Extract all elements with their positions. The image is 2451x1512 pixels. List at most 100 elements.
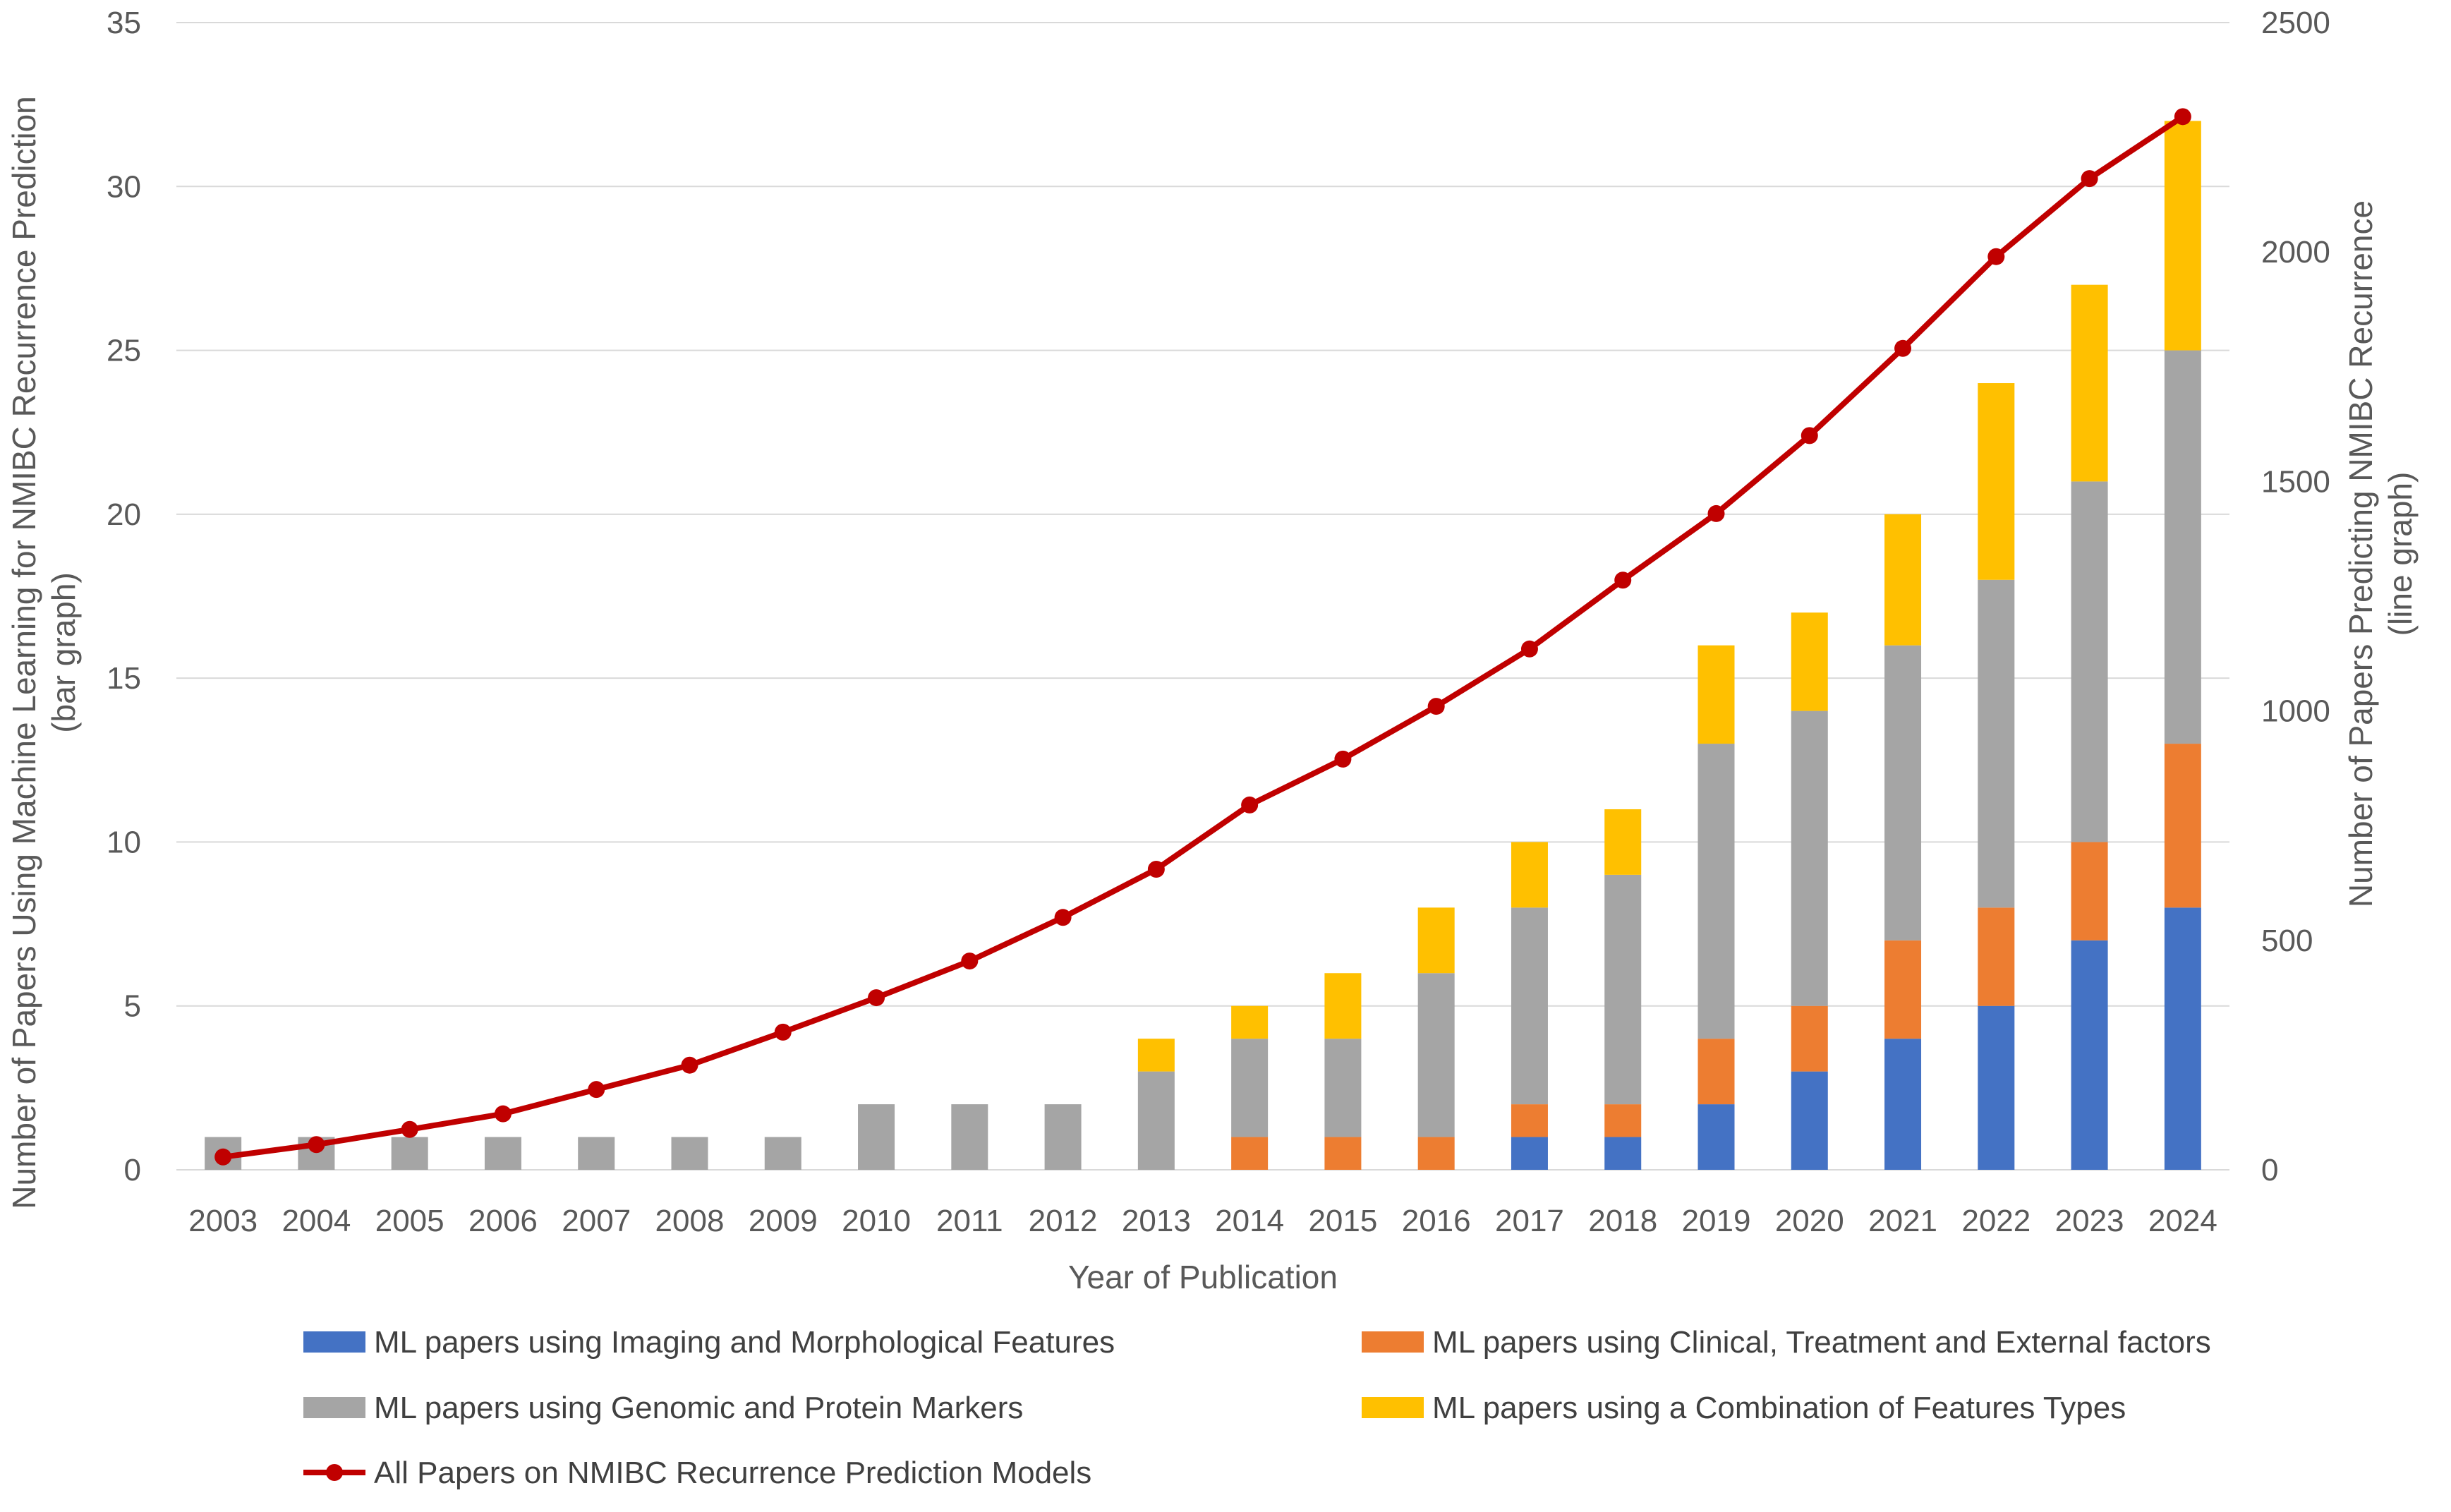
bar-segment [578, 1137, 615, 1170]
y-left-tick-label: 0 [124, 1153, 141, 1187]
bar-segment [1231, 1137, 1269, 1170]
line-point [868, 989, 885, 1007]
y-left-tick-label: 35 [107, 6, 141, 40]
legend-swatch [303, 1397, 365, 1418]
bar-segment [2164, 350, 2201, 744]
bar-segment [1324, 1039, 1362, 1137]
y-left-tick-label: 25 [107, 334, 141, 368]
line-point [2174, 108, 2191, 126]
y-left-tick-label: 30 [107, 169, 141, 204]
bar-segment [1978, 579, 2015, 908]
x-tick-label: 2021 [1868, 1204, 1937, 1238]
y-left-tick-label: 5 [124, 989, 141, 1024]
bar-segment [1791, 612, 1828, 711]
bar-segment [2164, 744, 2201, 908]
bar-segment [1511, 907, 1548, 1105]
bar-segment [2071, 940, 2108, 1170]
x-tick-label: 2008 [655, 1204, 725, 1238]
legend-swatch [1362, 1397, 1424, 1418]
bar-segment [1604, 1137, 1642, 1170]
legend-item: ML papers using a Combination of Feature… [1362, 1391, 2126, 1425]
y-right-tick-label: 1000 [2261, 694, 2330, 729]
bar-segment [1417, 1137, 1455, 1170]
bar-segment [1137, 1071, 1175, 1170]
x-tick-label: 2014 [1215, 1204, 1284, 1238]
x-tick-label: 2003 [188, 1204, 258, 1238]
line-point [214, 1148, 232, 1166]
legend: ML papers using Imaging and Morphologica… [303, 1325, 2211, 1490]
x-tick-label: 2015 [1308, 1204, 1377, 1238]
x-tick-label: 2019 [1682, 1204, 1751, 1238]
line-point [308, 1136, 325, 1154]
y-left-axis-title: Number of Papers Using Machine Learning … [6, 96, 82, 1209]
x-tick-label: 2017 [1495, 1204, 1564, 1238]
legend-item: ML papers using Genomic and Protein Mark… [303, 1391, 1023, 1425]
legend-item: All Papers on NMIBC Recurrence Predictio… [303, 1456, 1091, 1490]
line-point [774, 1023, 792, 1041]
series-line [222, 114, 2185, 1160]
bar-segment [1604, 1104, 1642, 1137]
line-point [494, 1105, 512, 1123]
x-tick-label: 2020 [1775, 1204, 1844, 1238]
x-tick-label: 2009 [749, 1204, 818, 1238]
y-left-axis-title-line: (bar graph) [45, 572, 82, 733]
x-tick-label: 2007 [562, 1204, 631, 1238]
axes: 0 5 10 15 20 25 30 35 0 500 1000 1500 2000 2500 2003 20… [6, 6, 2419, 1295]
line-point [1894, 339, 1912, 357]
bar-segment [1978, 1005, 2015, 1170]
bar-segment [2071, 481, 2108, 842]
x-axis-title: Year of Publication [1068, 1259, 1338, 1295]
bar-segment [1324, 973, 1362, 1039]
bar-segment [1324, 1137, 1362, 1170]
bar-segment [1791, 1071, 1828, 1170]
bar-segment [1417, 907, 1455, 974]
legend-label: ML papers using a Combination of Feature… [1432, 1391, 2126, 1425]
x-tick-label: 2011 [936, 1204, 1003, 1238]
line-point [1334, 750, 1352, 768]
x-tick-label: 2016 [1402, 1204, 1471, 1238]
line-point [1987, 248, 2005, 265]
bar-segment [1884, 514, 1922, 646]
bars [205, 121, 2201, 1170]
bar-segment [1791, 710, 1828, 1006]
bar-segment [1137, 1039, 1175, 1072]
bar-segment [951, 1104, 988, 1170]
line-point [1520, 640, 1538, 658]
bar-segment [1231, 1005, 1269, 1039]
bar-segment [858, 1104, 895, 1170]
line-point [588, 1081, 605, 1099]
bar-segment [1697, 1104, 1735, 1170]
line-point [961, 952, 979, 970]
y-left-tick-label: 10 [107, 825, 141, 859]
y-right-tick-label: 1500 [2261, 464, 2330, 499]
bar-segment [1791, 1005, 1828, 1072]
legend-swatch [1362, 1331, 1424, 1353]
legend-item: ML papers using Imaging and Morphologica… [303, 1325, 1115, 1360]
x-tick-label: 2024 [2148, 1204, 2217, 1238]
bar-segment [1511, 842, 1548, 908]
bar-segment [1231, 1039, 1269, 1137]
bar-segment [484, 1137, 521, 1170]
x-tick-label: 2004 [282, 1204, 351, 1238]
bar-segment [2164, 907, 2201, 1170]
y-right-tick-label: 0 [2261, 1153, 2278, 1187]
bar-segment [391, 1137, 428, 1170]
bar-segment [1417, 973, 1455, 1137]
legend-label: ML papers using Genomic and Protein Mark… [374, 1391, 1023, 1425]
bar-segment [1884, 645, 1922, 941]
x-tick-label: 2010 [842, 1204, 911, 1238]
x-tick-label: 2022 [1961, 1204, 2031, 1238]
line-point [1241, 796, 1259, 814]
x-tick-label: 2018 [1588, 1204, 1657, 1238]
line-point [1801, 427, 1818, 444]
bar-segment [1604, 809, 1642, 875]
y-right-axis-title: Number of Papers Predicting NMIBC Recurr… [2342, 200, 2419, 907]
line-point [1614, 571, 1632, 589]
x-tick-label: 2006 [468, 1204, 538, 1238]
bar-segment [1978, 907, 2015, 1006]
bar-segment [2164, 121, 2201, 351]
legend-swatch [303, 1331, 365, 1353]
bar-segment [2071, 284, 2108, 482]
y-right-tick-label: 2000 [2261, 235, 2330, 270]
